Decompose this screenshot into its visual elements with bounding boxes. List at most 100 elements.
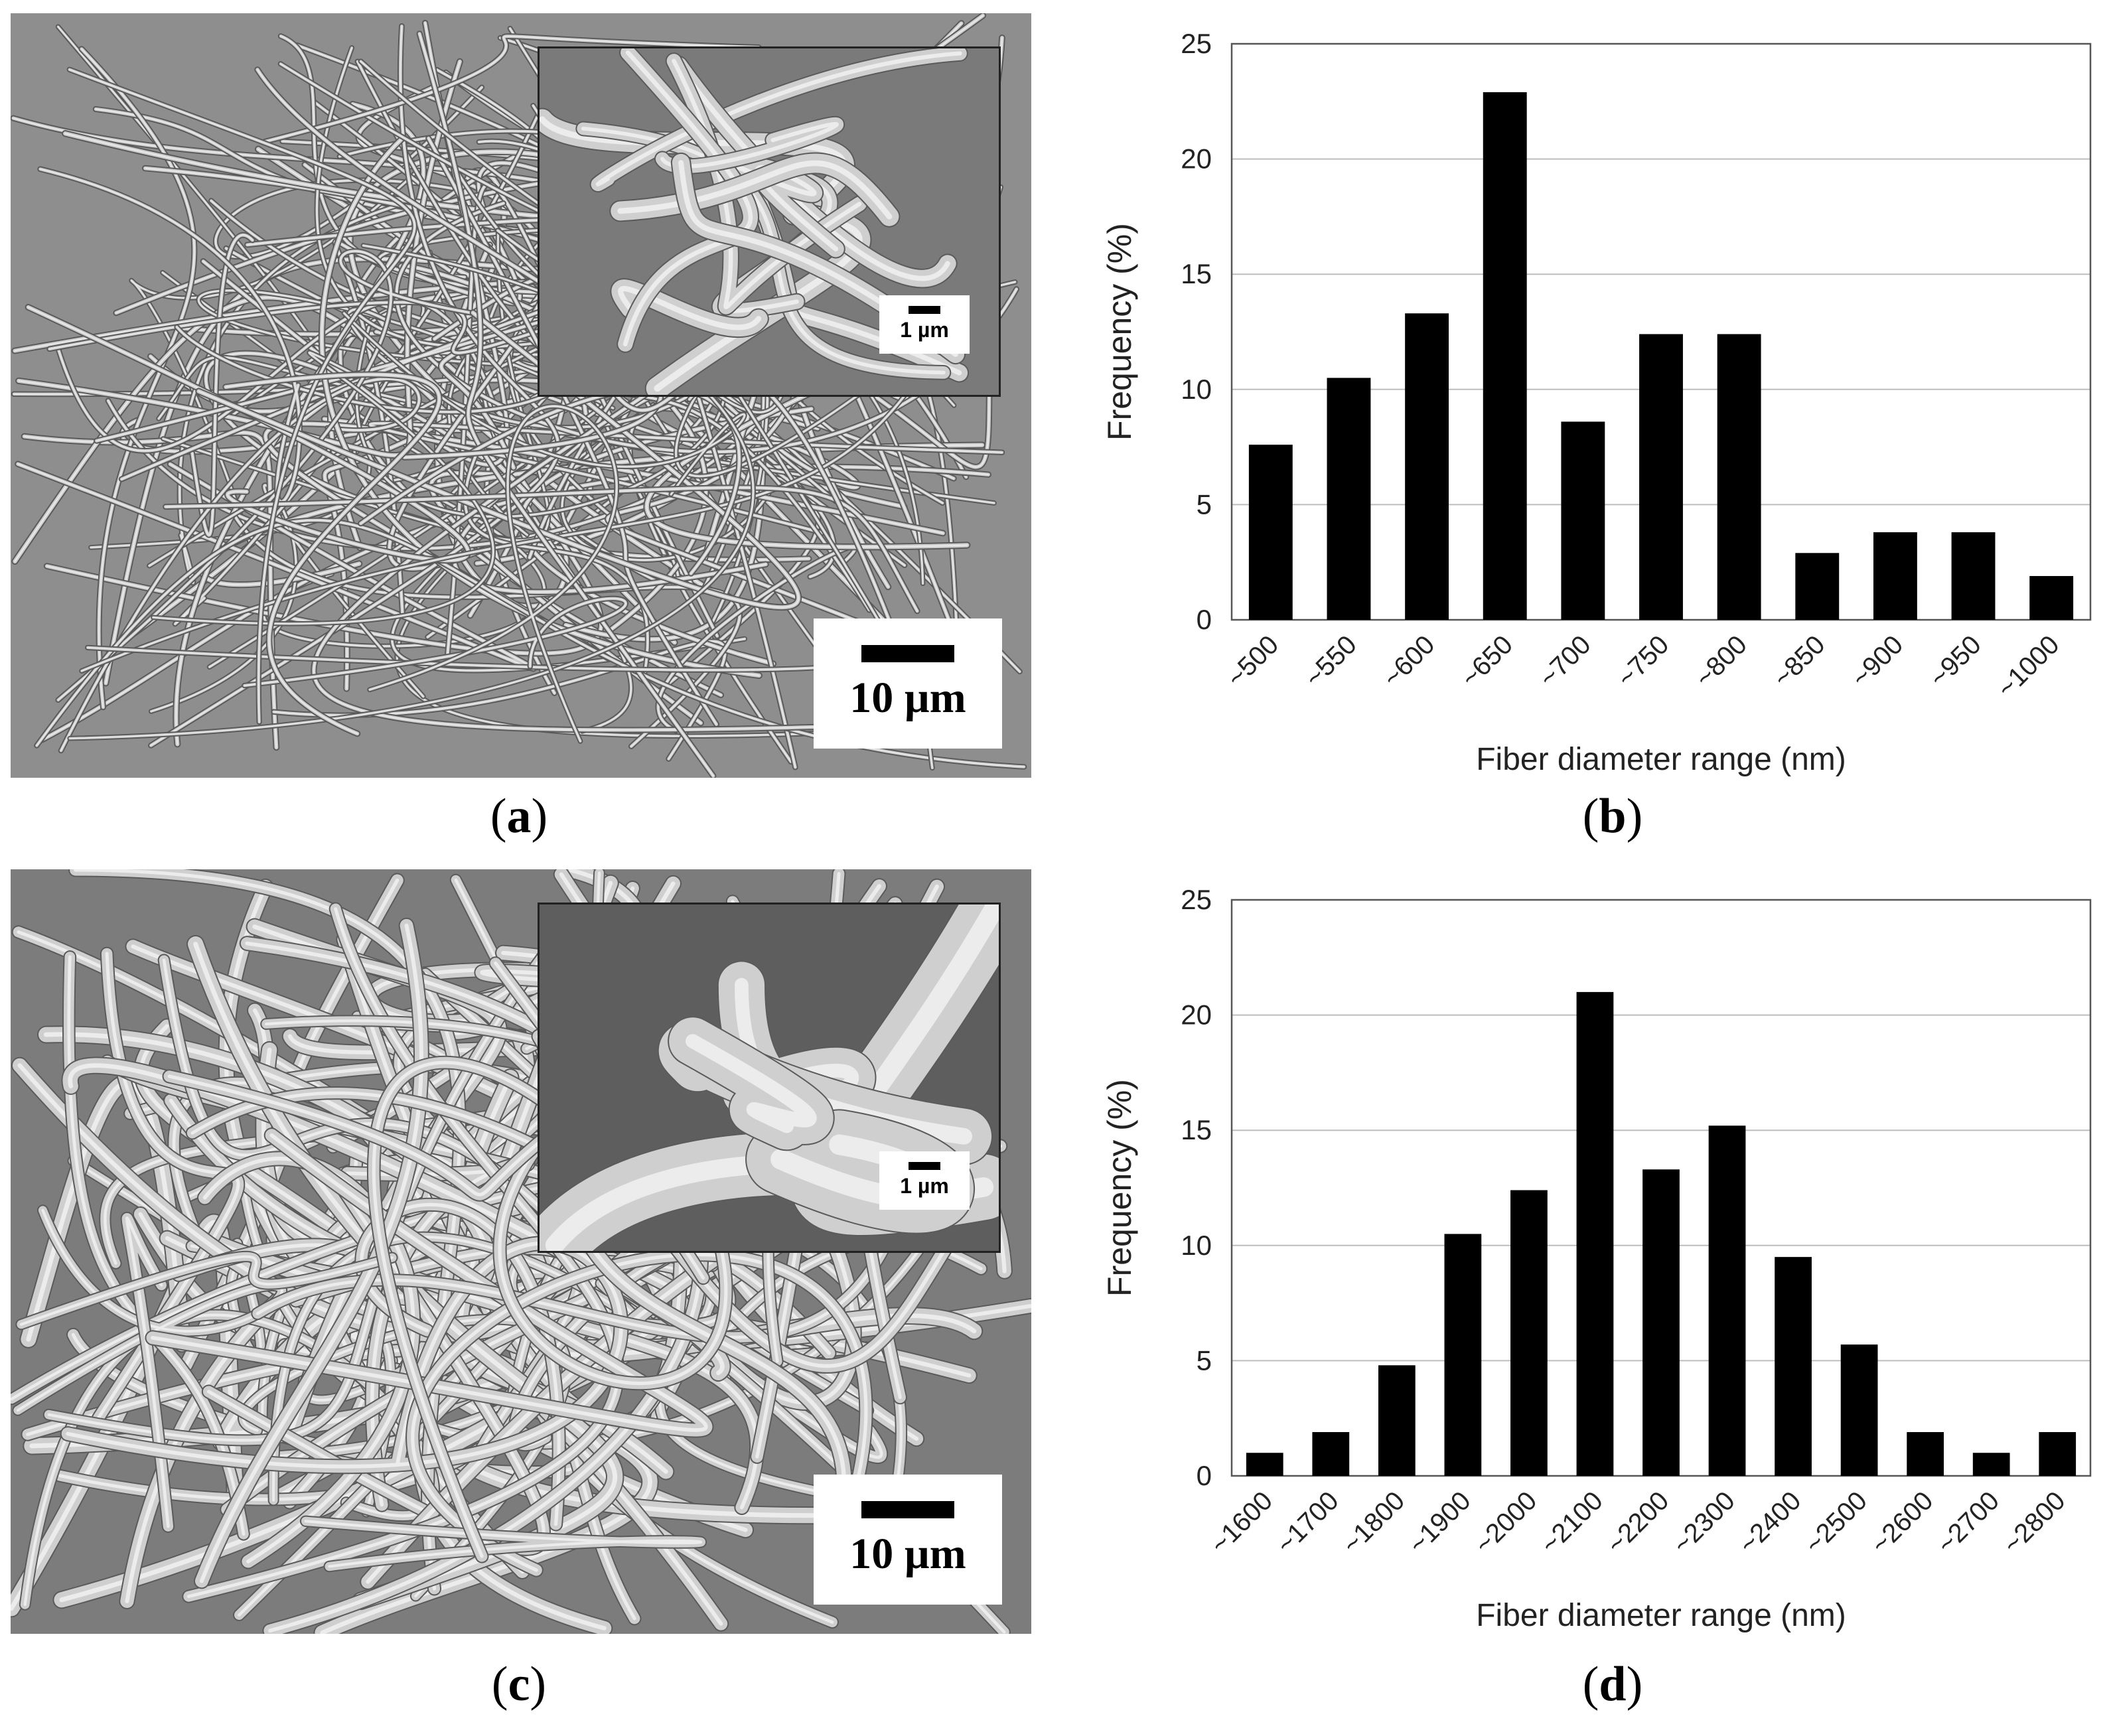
x-tick-label: ~1600 [1205,1486,1279,1559]
x-tick-label: ~900 [1846,630,1909,693]
fiber-highlight [67,955,246,1536]
fiber-highlight [163,230,549,541]
x-tick-label: ~2300 [1667,1486,1741,1559]
bar-500 [1248,445,1293,620]
fiber-highlight [131,169,419,545]
fiber-highlight [618,285,762,330]
y-tick-label: 5 [1197,488,1212,520]
x-tick-label: ~750 [1612,630,1675,693]
x-tick-label: ~950 [1924,630,1987,693]
x-tick-label: ~1700 [1271,1486,1345,1559]
fiber-highlight [23,432,277,749]
x-tick-label: ~1900 [1403,1486,1477,1559]
y-tick-label: 25 [1181,28,1212,59]
bar-900 [1873,532,1917,620]
inset-scale-text-c: 1 µm [900,1174,949,1198]
bar-1900 [1444,1234,1482,1476]
panel-label-d: (d) [1582,1657,1643,1711]
bar-2100 [1576,991,1614,1476]
fiber-highlight [165,487,918,612]
scale-box-c: 10 µm [814,1475,1002,1605]
fiber-highlight [304,1520,703,1568]
inset-scale-text-a: 1 µm [900,318,949,342]
y-tick-label: 20 [1181,143,1212,175]
fiber-highlight [313,247,926,731]
bar-2300 [1708,1125,1746,1476]
fiber-highlight [676,62,950,281]
scale-text-a: 10 µm [849,674,966,722]
x-tick-label: ~2200 [1601,1486,1675,1559]
histogram-b: 0 5 10 15 20 25 ~500 ~550 ~600 ~650 ~700 ~750 ~800 ~8… [1101,28,2092,777]
y-tick-label: 15 [1181,258,1212,289]
x-tick-label: ~2000 [1469,1486,1543,1559]
fiber-highlight [646,340,968,548]
fiber-highlight [69,69,415,723]
bar-550 [1327,378,1371,620]
inset-scale-box-a: 1 µm [879,295,970,354]
y-tick-label: 15 [1181,1114,1212,1145]
x-axis-label: Fiber diameter range (nm) [1476,1598,1846,1633]
x-tick-label: ~2500 [1799,1486,1873,1559]
fiber-highlight [370,423,1003,534]
sem-inset-c: 1 µm [538,903,1001,1253]
panel-label-c: (c) [491,1657,547,1711]
bar-750 [1639,334,1683,620]
scale-text-c: 10 µm [849,1530,966,1578]
y-tick-label: 10 [1181,1230,1212,1261]
bar-2000 [1510,1190,1548,1476]
bar-1600 [1246,1453,1283,1476]
bar-2600 [1907,1432,1944,1476]
fiber-highlight [153,352,494,624]
fiber-highlight [411,1253,868,1572]
x-tick-label: ~700 [1534,630,1597,693]
x-tick-label: ~2600 [1865,1486,1939,1559]
x-axis-label: Fiber diameter range (nm) [1476,742,1846,777]
y-tick-label: 10 [1181,374,1212,405]
bar-700 [1561,421,1605,620]
bar-2200 [1642,1169,1680,1476]
x-tick-label: ~2100 [1535,1486,1609,1559]
fiber-highlight [360,387,740,574]
bar-1800 [1378,1365,1416,1476]
fiber-highlight [198,290,614,409]
inset-scale-bar-c [909,1162,940,1170]
fiber-highlight [58,299,496,451]
fiber-highlight [419,33,714,777]
fiber-highlight [343,313,745,495]
x-tick-label: ~600 [1378,630,1441,693]
bar-2400 [1775,1257,1812,1476]
bar-2500 [1840,1344,1878,1476]
y-tick-label: 5 [1197,1344,1212,1376]
fiber-highlight [57,250,482,701]
bar-950 [1951,532,1996,620]
histogram-d: 0 5 10 15 20 25 ~1600~1700~1800~1900~2000~2100… [1101,884,2092,1633]
x-tick-label: ~2400 [1733,1486,1807,1559]
scale-box-a: 10 µm [814,618,1002,749]
bar-850 [1795,553,1840,620]
y-tick-label: 25 [1181,884,1212,915]
fiber-highlight [199,923,423,1583]
y-tick-label: 20 [1181,999,1212,1031]
x-tick-label: ~800 [1690,630,1753,693]
fiber-highlight [150,25,559,747]
bar-800 [1717,334,1761,620]
fiber-highlight [596,51,962,186]
fiber-highlight [264,35,759,143]
fiber-highlight [678,160,958,357]
y-tick-label: 0 [1197,1460,1212,1491]
bar-2800 [2039,1432,2077,1476]
fiber-highlight [191,234,254,536]
x-tick-label: ~850 [1768,630,1831,693]
fiber-highlight [19,1255,394,1326]
fiber-highlight [225,374,440,735]
bar-600 [1405,313,1449,620]
scale-bar-a [861,645,954,662]
y-axis-label: Frequency (%) [1101,223,1138,441]
x-tick-label: ~1800 [1337,1486,1411,1559]
x-tick-label: ~1000 [1992,630,2065,703]
sem-image-a: 1 µm 10 µm [11,13,1031,778]
y-tick-label: 0 [1197,604,1212,635]
x-tick-label: ~2700 [1932,1486,2005,1559]
bar-1000 [2029,576,2074,620]
sem-image-c: 1 µm 10 µm [11,869,1031,1634]
